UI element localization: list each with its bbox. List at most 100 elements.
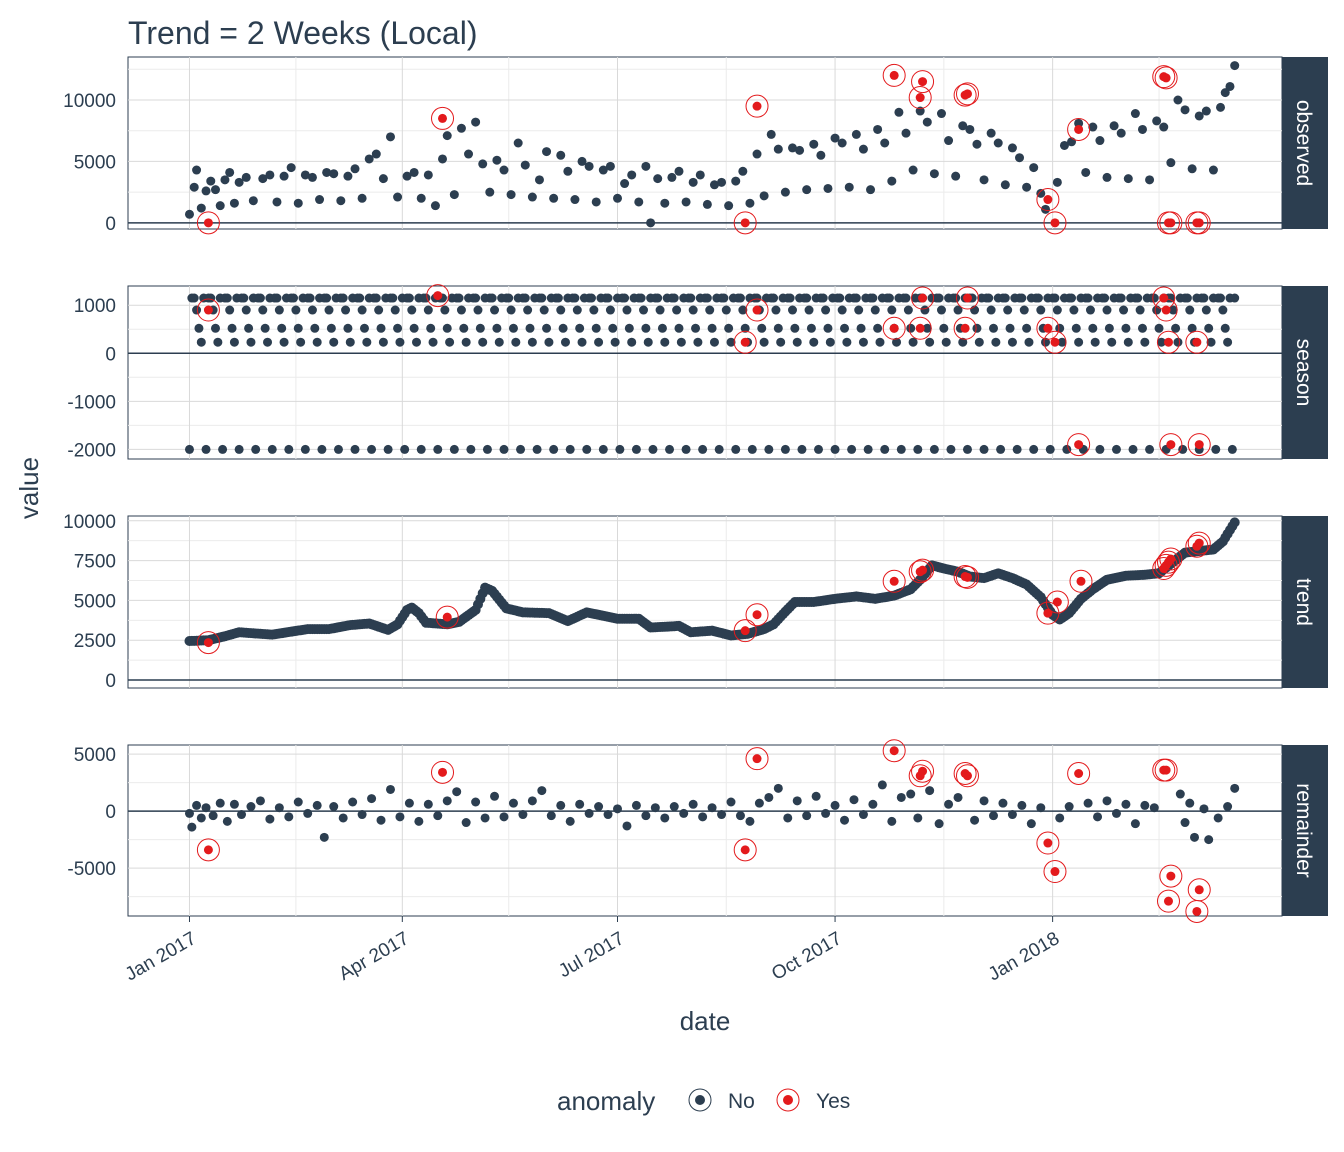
season-point (553, 293, 563, 303)
season-point (289, 293, 299, 303)
season-point (263, 337, 273, 347)
observed-point (513, 138, 523, 148)
observed-point (570, 195, 580, 205)
remainder-point (319, 832, 329, 842)
remainder-point (858, 810, 868, 820)
remainder-point (1083, 798, 1093, 808)
season-point (378, 337, 388, 347)
data-observed (184, 61, 1240, 235)
season-point (870, 305, 880, 315)
season-point (442, 323, 452, 333)
remainder-point (222, 816, 232, 826)
remainder-point (1007, 810, 1017, 820)
remainder-point (208, 811, 218, 821)
anomaly-ring (733, 211, 757, 235)
season-point (591, 323, 601, 333)
observed-point (641, 161, 651, 171)
season-point (615, 444, 625, 454)
season-point (305, 293, 315, 303)
season-point (913, 444, 923, 454)
observed-point (1194, 111, 1204, 121)
remainder-point (925, 786, 935, 796)
remainder-point (849, 795, 859, 805)
remainder-point (650, 803, 660, 813)
season-point (669, 293, 679, 303)
y-tick-label: 7500 (74, 552, 116, 573)
anomaly-point (442, 612, 452, 622)
observed-point (350, 164, 360, 174)
observed-point (272, 197, 282, 207)
anomaly-point (1166, 440, 1176, 450)
season-point (814, 444, 824, 454)
anomaly-ring (953, 762, 977, 785)
season-point (241, 305, 251, 315)
observed-point (837, 138, 847, 148)
season-point (416, 444, 426, 454)
season-point (371, 293, 381, 303)
remainder-point (802, 811, 812, 821)
strip-trend (1282, 516, 1328, 688)
season-point (1128, 444, 1138, 454)
season-point (1145, 444, 1155, 454)
season-point (610, 337, 620, 347)
observed-point (745, 198, 755, 208)
observed-point (442, 131, 452, 141)
legend-key-yes-dot (783, 1095, 793, 1105)
season-point (941, 337, 951, 347)
observed-point (972, 139, 982, 149)
season-point (785, 293, 795, 303)
anomaly-ring (745, 747, 769, 771)
season-point (293, 323, 303, 333)
remainder-point (773, 783, 783, 793)
remainder-point (518, 810, 528, 820)
season-point (1182, 293, 1192, 303)
season-point (423, 305, 433, 315)
season-point (1206, 337, 1216, 347)
observed-point (591, 197, 601, 207)
season-point (655, 305, 665, 315)
season-point (279, 337, 289, 347)
observed-point (527, 192, 537, 202)
observed-point (738, 166, 748, 176)
anomaly-point (918, 293, 928, 303)
legend-key-no-ring (688, 1088, 712, 1112)
season-point (1107, 337, 1117, 347)
remainder-point (726, 797, 736, 807)
season-point (769, 293, 779, 303)
season-point (1000, 293, 1010, 303)
anomaly-ring (1159, 864, 1183, 888)
observed-point (1095, 136, 1105, 146)
season-point (284, 444, 294, 454)
season-point (376, 323, 386, 333)
anomaly-point (752, 101, 762, 111)
anomaly-ring (882, 569, 906, 593)
season-point (1230, 293, 1240, 303)
y-tick-label: 0 (105, 214, 116, 235)
anomaly-ring (911, 286, 935, 310)
anomaly-ring (745, 603, 769, 627)
observed-point (1052, 177, 1062, 187)
observed-point (823, 183, 833, 193)
season-point (504, 293, 514, 303)
observed-point (1130, 109, 1140, 119)
anomaly-point (1074, 769, 1084, 778)
season-point (735, 293, 745, 303)
observed-point (688, 177, 698, 187)
season-point (572, 305, 582, 315)
season-point (445, 337, 455, 347)
remainder-point (1036, 803, 1046, 813)
observed-point (1059, 140, 1069, 150)
anomaly-point (1050, 867, 1060, 877)
season-point (875, 337, 885, 347)
observed-point (220, 175, 230, 185)
season-point (804, 305, 814, 315)
season-point (362, 337, 372, 347)
season-point (586, 293, 596, 303)
remainder-point (184, 808, 194, 818)
anomaly-ring (196, 838, 220, 862)
anomaly-ring (1159, 211, 1183, 235)
season-point (705, 305, 715, 315)
season-point (1171, 323, 1181, 333)
observed-point (534, 175, 544, 185)
